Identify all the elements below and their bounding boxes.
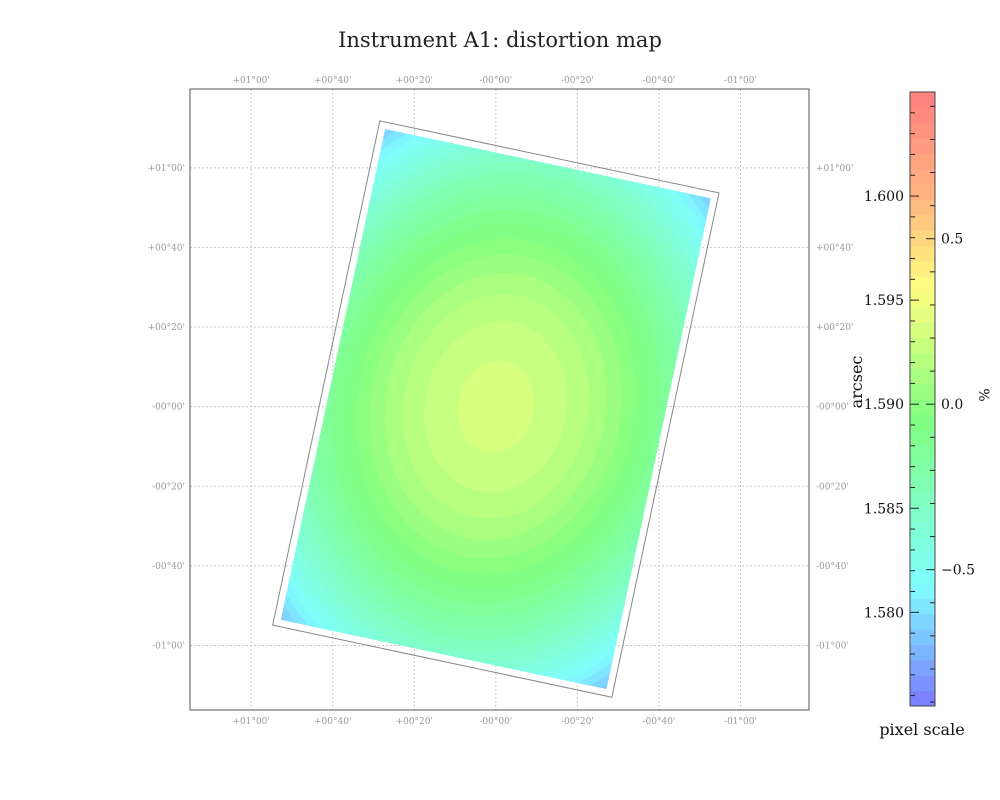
x-tick-label: -00°40' [642, 717, 675, 727]
x-tick-label: -00°00' [479, 76, 512, 86]
colorbar-segment [910, 199, 935, 216]
contour-band [457, 360, 535, 453]
colorbar-segment [910, 337, 935, 354]
plot-frame [189, 88, 810, 711]
colorbar-segment [910, 567, 935, 584]
y-tick-label: -01°00' [816, 642, 849, 652]
colorbar-unit-label: % [975, 388, 991, 401]
right-axis-label: arcsec [847, 356, 866, 409]
footprint-outer-outline [272, 120, 720, 698]
colorbar-segment [910, 153, 935, 170]
y-tick-label: -00°20' [152, 482, 185, 492]
colorbar: 1.600 1.595 1.590 1.585 1.580 0.5 0.0 −0.5 [864, 91, 975, 707]
plot-area [272, 120, 720, 698]
colorbar-tick-label-right: −0.5 [941, 563, 975, 579]
y-tick-label: +00°40' [816, 243, 853, 253]
colorbar-tick-label-left: 1.600 [864, 189, 904, 205]
x-tick-label: +00°40' [314, 76, 351, 86]
x-tick-label: -00°00' [479, 717, 512, 727]
y-tick-label: -00°00' [152, 403, 185, 413]
x-tick-label: +01°00' [232, 717, 269, 727]
colorbar-segment [910, 214, 935, 231]
y-tick-label: +00°40' [148, 243, 185, 253]
colorbar-segment [910, 276, 935, 293]
colorbar-label: pixel scale [879, 720, 964, 739]
colorbar-tick-label-left: 1.595 [864, 293, 904, 309]
colorbar-segment [910, 352, 935, 369]
colorbar-frame [909, 91, 936, 707]
colorbar-segment [910, 583, 935, 600]
colorbar-segment [910, 414, 935, 431]
x-tick-label: -01°00' [724, 76, 757, 86]
x-tick-label: -00°20' [561, 76, 594, 86]
colorbar-segment [910, 445, 935, 461]
colorbar-segment [910, 690, 935, 707]
colorbar-segment [910, 383, 935, 400]
y-tick-label: -00°00' [816, 403, 849, 413]
distortion-heatmap [280, 129, 711, 689]
x-tick-label: -00°20' [561, 717, 594, 727]
colorbar-segment [910, 506, 935, 523]
colorbar-segment [910, 475, 935, 492]
colorbar-segment [910, 107, 935, 124]
colorbar-segment [910, 322, 935, 339]
x-tick-label: +00°20' [396, 717, 433, 727]
colorbar-segment [910, 260, 935, 277]
colorbar-segment [910, 184, 935, 200]
chart-title: Instrument A1: distortion map [338, 28, 662, 52]
colorbar-tick-label-right: 0.0 [941, 397, 963, 413]
colorbar-tick-label-left: 1.580 [864, 605, 904, 621]
y-tick-label: +00°20' [148, 323, 185, 333]
colorbar-segment [910, 613, 935, 630]
colorbar-tick-label-left: 1.590 [864, 397, 904, 413]
colorbar-segment [910, 491, 935, 507]
colorbar-segment [910, 659, 935, 676]
colorbar-tick-label-right: 0.5 [941, 232, 963, 248]
y-tick-label: -00°40' [816, 562, 849, 572]
colorbar-segment [910, 675, 935, 692]
colorbar-segment [910, 429, 935, 446]
colorbar-segment [910, 168, 935, 185]
y-tick-label: +01°00' [816, 164, 853, 174]
y-tick-label: -00°40' [152, 562, 185, 572]
colorbar-segment [910, 291, 935, 308]
colorbar-segment [910, 537, 935, 553]
colorbar-segment [910, 306, 935, 323]
x-tick-label: +00°40' [314, 717, 351, 727]
colorbar-segment [910, 598, 935, 615]
y-tick-label: -00°20' [816, 482, 849, 492]
x-tick-label: -01°00' [724, 717, 757, 727]
x-tick-label: +00°20' [396, 76, 433, 86]
axis-ticks: +01°00' +01°00' +01°00' +01°00' +00°40' +00°4… [148, 76, 854, 727]
colorbar-segment [910, 245, 935, 262]
colorbar-segment [910, 368, 935, 385]
x-tick-label: -00°40' [642, 76, 675, 86]
colorbar-segment [910, 92, 935, 108]
colorbar-segment [910, 399, 935, 415]
x-tick-label: +01°00' [232, 76, 269, 86]
colorbar-segment [910, 521, 935, 538]
y-tick-label: +01°00' [148, 164, 185, 174]
colorbar-segment [910, 138, 935, 154]
colorbar-segment [910, 122, 935, 139]
colorbar-segment [910, 629, 935, 646]
y-tick-label: +00°20' [816, 323, 853, 333]
colorbar-segment [910, 644, 935, 661]
colorbar-segment [910, 460, 935, 477]
colorbar-segment [910, 230, 935, 246]
y-tick-label: -01°00' [152, 642, 185, 652]
colorbar-segment [910, 552, 935, 569]
colorbar-tick-label-left: 1.585 [864, 501, 904, 517]
